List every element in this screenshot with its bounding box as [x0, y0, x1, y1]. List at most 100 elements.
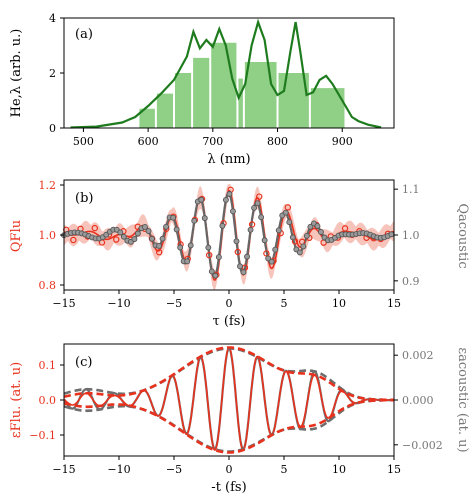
c-ytick-right-label: 0.002 — [402, 349, 434, 362]
b-acoustic-point — [163, 223, 170, 230]
b-acoustic-point — [170, 214, 177, 221]
c-xlabel: -t (fs) — [211, 480, 246, 495]
b-acoustic-point — [219, 222, 226, 229]
b-acoustic-point — [318, 228, 324, 235]
b-yticks-right: 0.9 1.0 1.1 — [394, 183, 420, 288]
b-flu-point — [70, 236, 77, 244]
b-acoustic-point — [272, 246, 279, 253]
b-acoustic-point — [268, 258, 275, 265]
a-xlabel: λ (nm) — [207, 152, 250, 167]
b-acoustic-point — [142, 223, 148, 230]
c-xtick-label: 15 — [387, 463, 401, 476]
b-acoustic-point — [208, 268, 215, 275]
b-acoustic-point — [240, 269, 247, 276]
b-acoustic-point — [261, 237, 268, 244]
c-ytick-right-label: −0.002 — [402, 439, 443, 452]
b-acoustic-point — [191, 217, 198, 224]
b-acoustic-points — [61, 191, 395, 279]
a-bar-6 — [244, 62, 277, 128]
c-flu-envelope-lower — [63, 398, 394, 454]
c-ylabel: εFlu. (at. u) — [9, 362, 24, 438]
a-bar-5 — [238, 78, 243, 128]
c-acoustic-envelope-lower — [63, 398, 394, 453]
b-acoustic-point — [244, 253, 250, 260]
b-acoustic-point — [254, 200, 261, 207]
b-xtick-label: 0 — [226, 297, 233, 310]
b-ytick-label: 1.2 — [39, 179, 57, 192]
b-acoustic-point — [205, 244, 212, 251]
c-acoustic-field-line — [63, 347, 394, 451]
c-xtick-label: 0 — [226, 463, 233, 476]
b-ytick-right-label: 1.1 — [402, 183, 420, 196]
b-acoustic-point — [156, 243, 162, 249]
a-ytick-label: 0 — [49, 122, 56, 135]
b-xticks: −15 −10 −5 0 5 10 15 — [52, 290, 401, 310]
panel-b-quantum-yield: −15 −10 −5 0 5 10 15 0.8 1.0 1.2 0.9 1.0 1.1 (b) τ… — [9, 179, 470, 329]
b-flu-point — [91, 224, 99, 232]
b-ytick-right-label: 1.0 — [402, 229, 420, 242]
c-yticks: 0.1 0.0 −0.1 — [29, 359, 64, 442]
b-flu-point — [248, 221, 256, 228]
b-flu-point — [263, 250, 270, 257]
b-acoustic-point — [314, 223, 321, 230]
b-acoustic-point — [173, 226, 180, 233]
b-xtick-label: 10 — [332, 297, 346, 310]
c-panel-label: (c) — [75, 355, 92, 370]
a-bar-1 — [156, 93, 173, 128]
b-acoustic-point — [275, 227, 282, 234]
c-xtick-label: 5 — [281, 463, 288, 476]
a-bar-2 — [175, 73, 192, 128]
b-flu-point — [155, 249, 163, 256]
b-acoustic-point — [286, 219, 293, 226]
b-acoustic-point — [237, 263, 243, 270]
panel-c-field: −15 −10 −5 0 5 10 15 0.1 0.0 −0.1 0.002 0.000 −0.0… — [9, 343, 470, 495]
a-panel-label: (a) — [75, 27, 93, 42]
b-xtick-label: −5 — [166, 297, 182, 310]
b-acoustic-point — [159, 235, 166, 242]
a-ytick-label: 2 — [49, 67, 56, 80]
b-flu-point — [113, 236, 120, 243]
b-xtick-label: 5 — [281, 297, 288, 310]
a-bar-4 — [211, 42, 237, 128]
a-spectrum-line — [70, 18, 382, 129]
b-acoustic-point — [212, 272, 219, 279]
b-acoustic-point — [145, 228, 152, 234]
c-ytick-right-label: 0.000 — [402, 394, 434, 407]
c-axes-frame — [63, 343, 395, 457]
a-xtick-label: 600 — [138, 135, 159, 148]
c-xtick-label: −5 — [166, 463, 182, 476]
b-acoustic-point — [233, 238, 240, 245]
b-xlabel: τ (fs) — [213, 314, 246, 329]
b-acoustic-point — [247, 226, 254, 233]
a-bars — [139, 42, 345, 128]
b-acoustic-point — [201, 215, 208, 222]
b-acoustic-point — [388, 231, 395, 238]
c-xtick-label: 10 — [332, 463, 346, 476]
b-acoustic-point — [296, 249, 303, 256]
a-ylabel: He,λ (arb. u.) — [9, 29, 24, 118]
b-xtick-label: 15 — [387, 297, 401, 310]
b-acoustic-point — [222, 196, 229, 203]
a-xtick-label: 500 — [73, 135, 94, 148]
b-acoustic-point — [177, 244, 184, 251]
b-yticks: 0.8 1.0 1.2 — [39, 179, 64, 292]
c-ylabel-right: εacoustic (at. u) — [455, 347, 470, 452]
b-acoustic-point — [120, 233, 127, 240]
b-acoustic-point — [282, 209, 289, 216]
a-xtick-label: 900 — [332, 135, 353, 148]
b-flu-point — [284, 204, 292, 211]
b-acoustic-point — [149, 235, 155, 242]
b-ylabel: QFlu — [9, 220, 24, 252]
b-panel-label: (b) — [75, 191, 93, 206]
b-xtick-label: −10 — [107, 297, 130, 310]
c-ytick-label: −0.1 — [29, 429, 56, 442]
b-xtick-label: −15 — [52, 297, 75, 310]
c-yticks-right: 0.002 0.000 −0.002 — [394, 349, 443, 452]
b-acoustic-point — [307, 223, 314, 230]
a-yticks: 0 2 4 — [49, 12, 64, 135]
b-acoustic-point — [226, 191, 233, 197]
b-acoustic-point — [134, 230, 141, 237]
b-ytick-label: 1.0 — [39, 229, 57, 242]
b-acoustic-point — [303, 232, 310, 239]
